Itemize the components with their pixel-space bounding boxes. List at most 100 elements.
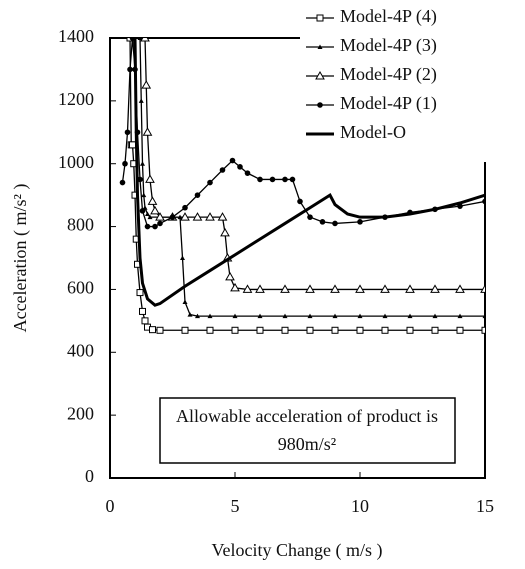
marker <box>207 179 213 186</box>
marker <box>149 326 156 334</box>
marker <box>129 141 136 149</box>
marker <box>331 326 339 334</box>
x-tick-label: 0 <box>106 496 115 516</box>
legend-label: Model-4P (1) <box>340 93 437 114</box>
marker <box>141 80 152 89</box>
marker <box>255 284 265 293</box>
marker <box>192 212 203 221</box>
marker <box>229 157 236 164</box>
marker <box>136 289 144 297</box>
marker <box>141 192 147 198</box>
legend-label: Model-O <box>340 122 406 142</box>
marker <box>205 212 215 221</box>
marker <box>280 284 290 293</box>
marker <box>219 167 226 173</box>
marker <box>119 179 126 186</box>
marker <box>257 313 263 319</box>
marker <box>306 326 314 334</box>
marker <box>332 220 338 227</box>
marker <box>256 326 264 334</box>
marker <box>281 326 289 334</box>
marker <box>181 326 189 334</box>
marker <box>307 313 313 319</box>
marker <box>147 214 153 220</box>
y-tick-label: 1200 <box>58 89 94 109</box>
y-tick-label: 800 <box>67 215 94 235</box>
marker <box>456 326 464 334</box>
x-tick-label: 5 <box>231 496 240 516</box>
marker <box>225 271 235 281</box>
marker <box>356 326 364 334</box>
marker <box>127 66 133 73</box>
legend-marker <box>317 102 323 108</box>
marker <box>330 284 340 293</box>
y-tick-label: 600 <box>67 278 94 298</box>
marker <box>405 284 415 293</box>
marker <box>141 317 149 325</box>
marker <box>169 214 176 220</box>
marker <box>206 326 214 334</box>
series-line <box>133 38 485 307</box>
marker <box>457 313 463 319</box>
marker <box>297 198 303 205</box>
marker <box>126 38 134 42</box>
annotation: 980m/s² <box>278 434 336 454</box>
marker <box>432 313 438 319</box>
marker <box>357 313 363 319</box>
marker <box>139 208 146 214</box>
marker <box>142 127 153 136</box>
marker <box>282 313 288 319</box>
x-tick-label: 10 <box>351 496 369 516</box>
marker <box>140 161 145 166</box>
marker <box>242 284 253 293</box>
marker <box>145 211 150 216</box>
x-tick-label: 15 <box>476 496 494 516</box>
marker <box>150 205 160 215</box>
marker <box>137 38 143 40</box>
y-tick-label: 400 <box>67 340 94 360</box>
y-tick-label: 0 <box>85 466 94 486</box>
marker <box>431 326 439 334</box>
marker <box>430 284 440 293</box>
marker <box>182 299 188 304</box>
legend-marker <box>317 44 323 49</box>
x-axis-label: Velocity Change ( m/s ) <box>212 540 383 561</box>
annotation-box <box>159 397 456 464</box>
marker <box>194 192 201 198</box>
marker <box>180 255 185 260</box>
marker <box>207 313 213 319</box>
marker <box>355 284 365 293</box>
y-tick-label: 200 <box>67 403 94 423</box>
marker <box>152 223 158 230</box>
marker <box>147 196 158 205</box>
legend-label: Model-4P (3) <box>340 35 437 56</box>
y-axis-label: Acceleration ( m/s² ) <box>10 184 31 333</box>
marker <box>230 282 240 292</box>
annotation: Allowable acceleration of product is <box>176 406 438 426</box>
legend-label: Model-4P (4) <box>340 6 437 27</box>
marker <box>244 170 251 176</box>
marker <box>407 313 413 319</box>
marker <box>187 312 193 317</box>
marker <box>380 284 390 293</box>
marker <box>155 212 165 221</box>
marker <box>289 176 296 183</box>
marker <box>232 313 238 319</box>
marker <box>144 223 151 230</box>
marker <box>482 198 485 205</box>
marker <box>305 284 315 293</box>
marker <box>482 313 485 319</box>
marker <box>382 313 388 319</box>
plot-area <box>119 38 485 334</box>
marker <box>332 313 338 319</box>
marker <box>157 220 163 227</box>
marker <box>122 160 128 167</box>
series-line <box>129 38 485 331</box>
marker <box>124 129 131 136</box>
marker <box>140 38 150 42</box>
marker <box>282 176 288 183</box>
marker <box>455 284 465 293</box>
legend-marker <box>316 14 324 22</box>
